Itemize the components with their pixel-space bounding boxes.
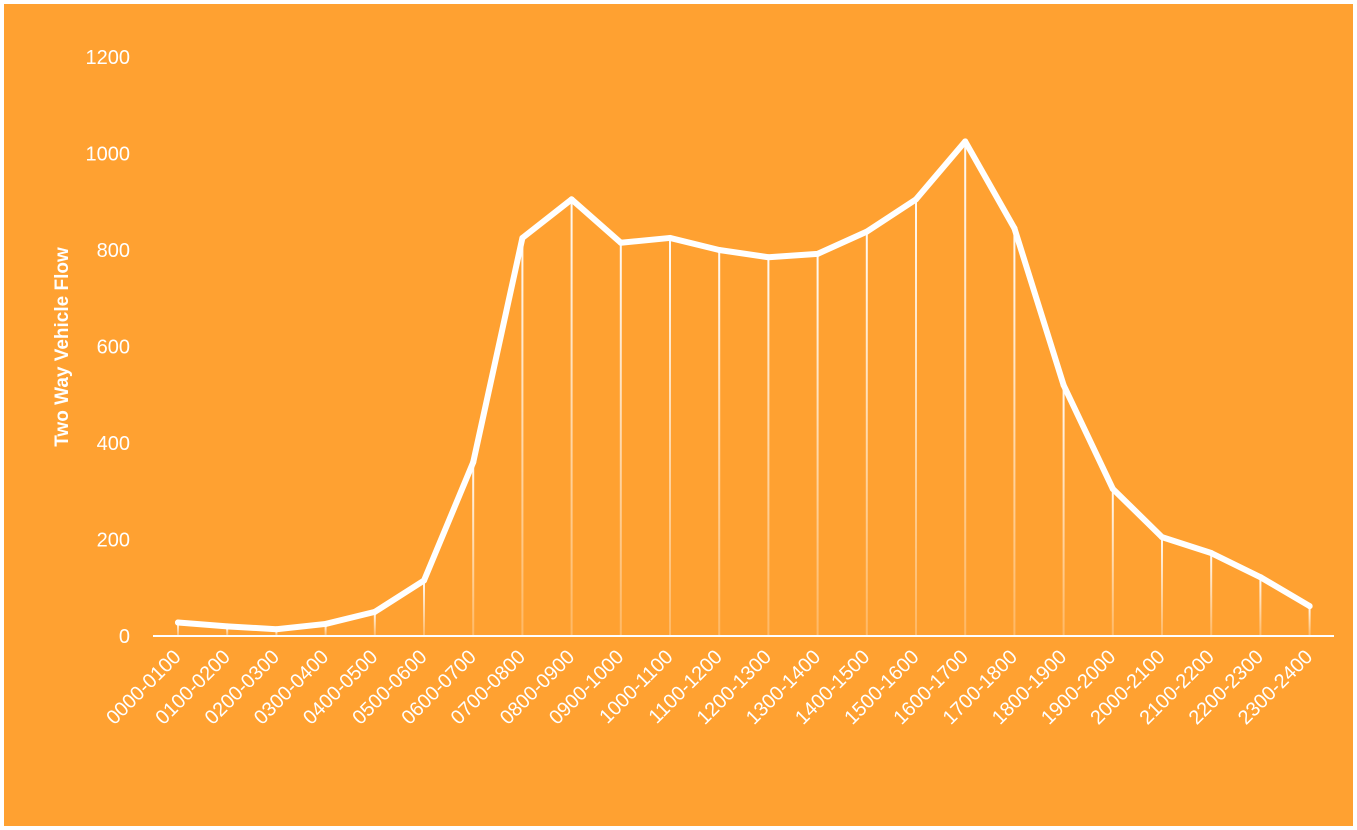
data-point <box>1257 574 1264 581</box>
chart-background <box>4 4 1353 826</box>
data-point <box>716 247 723 253</box>
data-point <box>962 138 969 145</box>
data-point <box>765 254 772 261</box>
data-point <box>1109 485 1116 492</box>
data-point <box>1208 550 1215 557</box>
x-axis-ticks: 0000-01000100-02000200-03000300-04000400… <box>102 646 1317 729</box>
data-point <box>273 626 280 633</box>
drop-lines <box>177 141 1311 637</box>
data-point <box>175 619 181 626</box>
y-axis-ticks: 0 200 400 600 800 1000 1200 <box>86 47 131 648</box>
data-point <box>814 250 821 257</box>
data-point <box>568 196 575 203</box>
data-point <box>470 459 477 466</box>
data-point <box>617 239 624 246</box>
y-tick-label: 1200 <box>86 47 131 69</box>
data-point <box>1306 603 1313 610</box>
data-point <box>913 196 919 203</box>
data-point <box>224 623 231 630</box>
data-point <box>322 620 329 627</box>
data-point <box>371 608 378 615</box>
y-tick-label: 200 <box>97 530 130 552</box>
y-tick-label: 400 <box>97 433 130 455</box>
y-tick-label: 0 <box>119 626 130 648</box>
data-point <box>1060 382 1067 389</box>
data-point <box>1159 534 1165 541</box>
data-point <box>667 234 673 241</box>
data-point <box>863 228 870 235</box>
data-points <box>175 138 1313 633</box>
data-point <box>1011 225 1018 232</box>
data-point <box>421 577 427 584</box>
y-tick-label: 1000 <box>86 144 131 166</box>
y-tick-label: 800 <box>97 240 130 262</box>
data-point <box>519 234 526 241</box>
series-line <box>175 138 1313 633</box>
y-tick-label: 600 <box>97 337 130 359</box>
y-axis-label: Two Way Vehicle Flow <box>52 247 73 447</box>
